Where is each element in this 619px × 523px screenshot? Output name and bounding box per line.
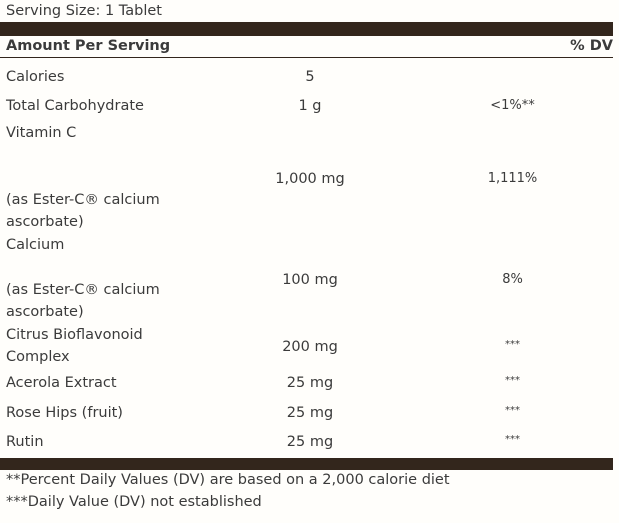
- row-amount: 1 g: [298, 98, 322, 114]
- row-name: Acerola Extract: [6, 375, 117, 391]
- row-name: Rose Hips (fruit): [6, 405, 123, 421]
- row-name: Total Carbohydrate: [6, 98, 144, 114]
- row-dv: ***: [505, 405, 520, 416]
- serving-size: Serving Size: 1 Tablet: [6, 3, 162, 19]
- row-dv: ***: [505, 375, 520, 386]
- row-note: (as Ester-C® calcium ascorbate): [6, 192, 160, 230]
- header-dv: % DV: [570, 38, 613, 54]
- row-amount: 200 mg: [282, 339, 338, 355]
- row-amount: 25 mg: [286, 434, 334, 450]
- row-amount: 25 mg: [286, 405, 334, 421]
- row-amount: 25 mg: [286, 375, 334, 391]
- row-amount: 100 mg: [282, 272, 338, 288]
- thin-rule: [0, 57, 613, 58]
- row-name: Rutin: [6, 434, 44, 450]
- row-amount: 1,000 mg: [275, 171, 345, 187]
- row-dv: ***: [505, 339, 520, 350]
- row-name: Citrus Bioflavonoid Complex: [6, 327, 143, 365]
- row-name: Calories: [6, 69, 65, 85]
- header-amount: Amount Per Serving: [6, 38, 171, 54]
- footnote: **Percent Daily Values (DV) are based on…: [6, 472, 450, 488]
- row-note: (as Ester-C® calcium ascorbate): [6, 282, 160, 320]
- footnote: ***Daily Value (DV) not established: [6, 494, 262, 510]
- thick-rule: [0, 458, 613, 470]
- row-amount: 5: [305, 69, 315, 85]
- row-dv: 1,111%: [487, 171, 538, 186]
- row-dv: 8%: [502, 272, 523, 287]
- row-dv: ***: [505, 434, 520, 445]
- row-name: Calcium: [6, 237, 65, 253]
- row-name: Vitamin C: [6, 125, 77, 141]
- thick-rule: [0, 22, 613, 36]
- row-dv: <1%**: [490, 98, 535, 113]
